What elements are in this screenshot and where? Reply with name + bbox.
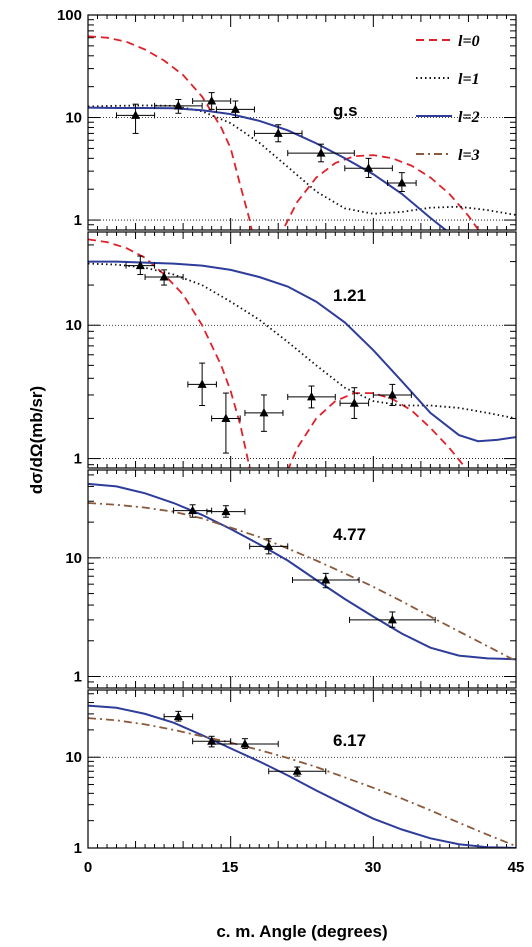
- panel-label: 1.21: [333, 286, 366, 305]
- y-tick-label: 1: [74, 451, 82, 468]
- panel: 10 1 4.77: [65, 469, 517, 689]
- panel-frame: [87, 231, 517, 469]
- series-line: [88, 260, 516, 443]
- series-line: [88, 238, 467, 468]
- panel-frame: [87, 469, 517, 689]
- data-point: [221, 413, 231, 422]
- series-line: [88, 262, 516, 420]
- data-point: [207, 95, 217, 105]
- x-tick-label: 0: [84, 859, 92, 876]
- data-point: [221, 506, 231, 516]
- data-point: [259, 407, 269, 417]
- panels: 100 10 1 g.s 10 1 1.21 10 1 4.77 10 1 6.17: [57, 7, 517, 857]
- data-point: [230, 104, 240, 113]
- legend-label-l3: l=3: [458, 147, 480, 164]
- data-point: [292, 766, 302, 775]
- y-tick-label: 10: [65, 110, 82, 127]
- data-point: [207, 736, 217, 745]
- data-point: [264, 541, 274, 550]
- data-point: [316, 148, 326, 157]
- series-line: [88, 717, 516, 847]
- y-tick-label: 1: [74, 840, 82, 857]
- data-point: [387, 389, 397, 399]
- data-point: [173, 100, 183, 110]
- x-tick-label: 30: [365, 859, 382, 876]
- legend-label-l0: l=0: [458, 33, 480, 50]
- x-axis-title: c. m. Angle (degrees): [216, 922, 387, 941]
- series-line: [88, 704, 516, 848]
- series-line: [88, 502, 516, 662]
- panel-frame: [87, 689, 517, 849]
- legend-label-l2: l=2: [458, 109, 480, 126]
- data-point: [240, 738, 250, 748]
- panel-label: g.s: [333, 101, 358, 120]
- y-tick-label: 100: [57, 7, 82, 24]
- data-point: [197, 379, 207, 388]
- y-tick-label: 10: [65, 550, 82, 567]
- panel: 10 1 1.21: [65, 231, 517, 469]
- series-line: [88, 482, 516, 661]
- curves: [88, 482, 516, 662]
- series-line: [88, 35, 480, 230]
- curves: [88, 35, 516, 230]
- data-point: [273, 128, 283, 137]
- data-point: [321, 575, 331, 584]
- y-tick-label: 10: [65, 317, 82, 334]
- data-point: [307, 391, 317, 401]
- x-tick-label: 15: [222, 859, 239, 876]
- y-tick-label: 10: [65, 749, 82, 766]
- data-point: [188, 505, 198, 515]
- x-tick-label: 45: [508, 859, 525, 876]
- panel: 10 1 6.17: [65, 689, 517, 857]
- y-tick-label: 1: [74, 669, 82, 686]
- curves: [88, 238, 516, 468]
- data-point: [173, 711, 183, 721]
- data-point: [131, 110, 141, 119]
- x-tick-labels: 0 15 30 45: [84, 859, 525, 876]
- panel-label: 6.17: [333, 731, 366, 750]
- panel-frame: [87, 14, 517, 231]
- curves: [88, 704, 516, 848]
- data-point: [397, 177, 407, 187]
- data-point: [349, 398, 359, 407]
- panel-label: 4.77: [333, 525, 366, 544]
- y-tick-label: 1: [74, 212, 82, 229]
- legend: l=0 l=1 l=2 l=3: [416, 33, 480, 164]
- data-point: [135, 260, 145, 270]
- data-point: [364, 163, 374, 172]
- series-line: [88, 106, 448, 230]
- data-point: [387, 614, 397, 624]
- panel: 100 10 1 g.s: [57, 7, 517, 231]
- legend-label-l1: l=1: [458, 71, 480, 88]
- data-point: [159, 271, 169, 281]
- y-axis-title: dσ/dΩ(mb/sr): [27, 386, 46, 494]
- series-line: [88, 104, 516, 216]
